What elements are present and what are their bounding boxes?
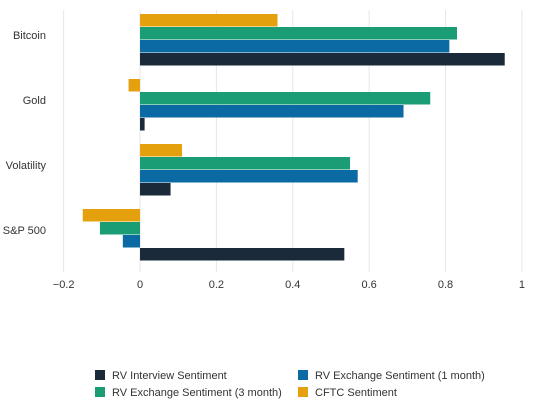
legend-swatch (298, 370, 308, 380)
category-label: Volatility (6, 160, 47, 172)
bar-gold-series-1[interactable] (140, 92, 431, 105)
legend-label: RV Interview Sentiment (112, 370, 227, 382)
x-tick-label: 0.6 (362, 279, 377, 291)
legend-swatch (298, 387, 308, 397)
bar-s-p-500-series-2[interactable] (122, 235, 141, 248)
x-tick-label: 0.2 (209, 279, 224, 291)
bar-bitcoin-series-3[interactable] (140, 53, 505, 66)
x-tick-label: 0.8 (438, 279, 453, 291)
bar-s-p-500-series-3[interactable] (140, 248, 345, 261)
bar-bitcoin-series-2[interactable] (140, 40, 450, 53)
bar-s-p-500-series-0[interactable] (82, 209, 141, 222)
legend-swatch (95, 387, 105, 397)
legend-label: CFTC Sentiment (315, 387, 397, 399)
x-tick-label: 1 (519, 279, 525, 291)
legend-item[interactable]: CFTC Sentiment (298, 387, 397, 399)
bar-bitcoin-series-1[interactable] (140, 27, 457, 40)
bars (82, 14, 505, 261)
x-tick-labels: −0.2 0 0.2 0.4 0.6 0.8 1 (53, 279, 525, 291)
x-tick-label: 0 (137, 279, 143, 291)
legend-label: RV Exchange Sentiment (3 month) (112, 387, 282, 399)
legend-item[interactable]: RV Exchange Sentiment (3 month) (95, 387, 282, 399)
category-label: Bitcoin (13, 30, 46, 42)
x-tick-label: −0.2 (53, 279, 75, 291)
category-labels: Bitcoin Gold Volatility S&P 500 (3, 30, 47, 237)
legend-label: RV Exchange Sentiment (1 month) (315, 370, 485, 382)
legend-item[interactable]: RV Interview Sentiment (95, 370, 227, 382)
bar-gold-series-3[interactable] (140, 118, 145, 131)
bar-bitcoin-series-0[interactable] (140, 14, 278, 27)
x-tick-label: 0.4 (285, 279, 300, 291)
bar-volatility-series-2[interactable] (140, 170, 358, 183)
bar-gold-series-0[interactable] (128, 79, 141, 92)
bar-s-p-500-series-1[interactable] (99, 222, 141, 235)
bar-volatility-series-3[interactable] (140, 183, 171, 196)
category-label: Gold (23, 95, 46, 107)
bar-gold-series-2[interactable] (140, 105, 404, 118)
legend[interactable]: RV Interview Sentiment RV Exchange Sentim… (95, 370, 485, 399)
bar-volatility-series-0[interactable] (140, 144, 183, 157)
legend-swatch (95, 370, 105, 380)
category-label: S&P 500 (3, 225, 46, 237)
bar-volatility-series-1[interactable] (140, 157, 351, 170)
legend-item[interactable]: RV Exchange Sentiment (1 month) (298, 370, 485, 382)
